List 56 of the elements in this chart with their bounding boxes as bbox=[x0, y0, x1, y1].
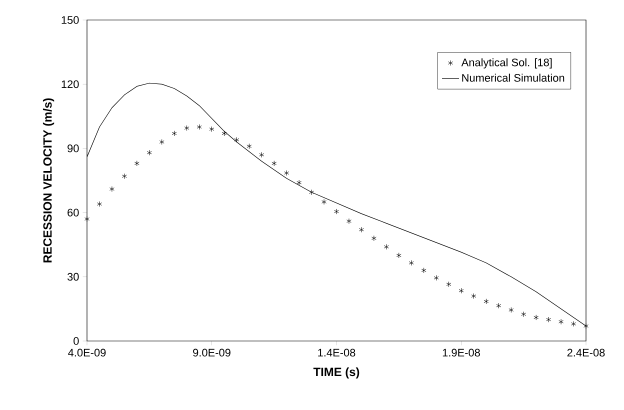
point bbox=[521, 311, 526, 318]
legend-label: Numerical Simulation bbox=[462, 74, 564, 82]
x-axis-title: TIME (s) bbox=[313, 367, 360, 379]
point bbox=[584, 323, 588, 329]
point bbox=[259, 152, 264, 158]
point bbox=[384, 244, 389, 250]
point bbox=[484, 298, 489, 304]
point bbox=[309, 189, 314, 196]
point bbox=[434, 275, 439, 281]
point bbox=[272, 160, 277, 166]
y-tick-label: 60 bbox=[68, 208, 79, 216]
point bbox=[558, 318, 564, 325]
x-tick-label: 2.4E-08 bbox=[567, 348, 605, 357]
point bbox=[146, 150, 152, 156]
x-tick-label: 4.0E-09 bbox=[68, 348, 106, 357]
y-tick-label: 90 bbox=[68, 144, 79, 152]
x-tick-label: 9.0E-09 bbox=[193, 348, 230, 357]
point bbox=[84, 216, 90, 222]
point bbox=[134, 160, 140, 166]
point bbox=[508, 307, 514, 313]
x-tick-label: 1.9E-08 bbox=[442, 348, 480, 357]
y-tick-label: 0 bbox=[74, 337, 79, 345]
point bbox=[496, 302, 502, 309]
point bbox=[358, 226, 364, 233]
point bbox=[446, 281, 452, 288]
point bbox=[371, 235, 376, 242]
point bbox=[196, 124, 202, 130]
y-axis-title: RECESSION VELOCITY (m/s) bbox=[42, 98, 54, 262]
legend-label: Analytical Sol. [18] bbox=[461, 58, 552, 68]
point bbox=[184, 125, 190, 131]
point bbox=[284, 170, 290, 176]
point bbox=[421, 268, 426, 274]
point bbox=[571, 321, 576, 327]
point bbox=[396, 252, 402, 258]
point bbox=[346, 218, 352, 224]
point bbox=[122, 173, 127, 180]
y-tick-label: 120 bbox=[62, 80, 79, 88]
point bbox=[109, 186, 114, 192]
point bbox=[234, 137, 240, 143]
point bbox=[96, 201, 102, 207]
y-tick-label: 150 bbox=[62, 16, 79, 24]
y-tick-label: 30 bbox=[67, 272, 79, 281]
point bbox=[534, 314, 539, 320]
point bbox=[222, 130, 227, 136]
point bbox=[471, 293, 476, 299]
point bbox=[159, 139, 164, 145]
point bbox=[334, 208, 339, 214]
point bbox=[209, 126, 214, 132]
point bbox=[172, 130, 177, 136]
point bbox=[546, 316, 552, 322]
x-tick-label: 1.4E-08 bbox=[318, 348, 356, 357]
point bbox=[246, 143, 252, 150]
point bbox=[458, 288, 464, 294]
point bbox=[296, 180, 302, 186]
point bbox=[322, 199, 327, 205]
point bbox=[408, 260, 414, 266]
